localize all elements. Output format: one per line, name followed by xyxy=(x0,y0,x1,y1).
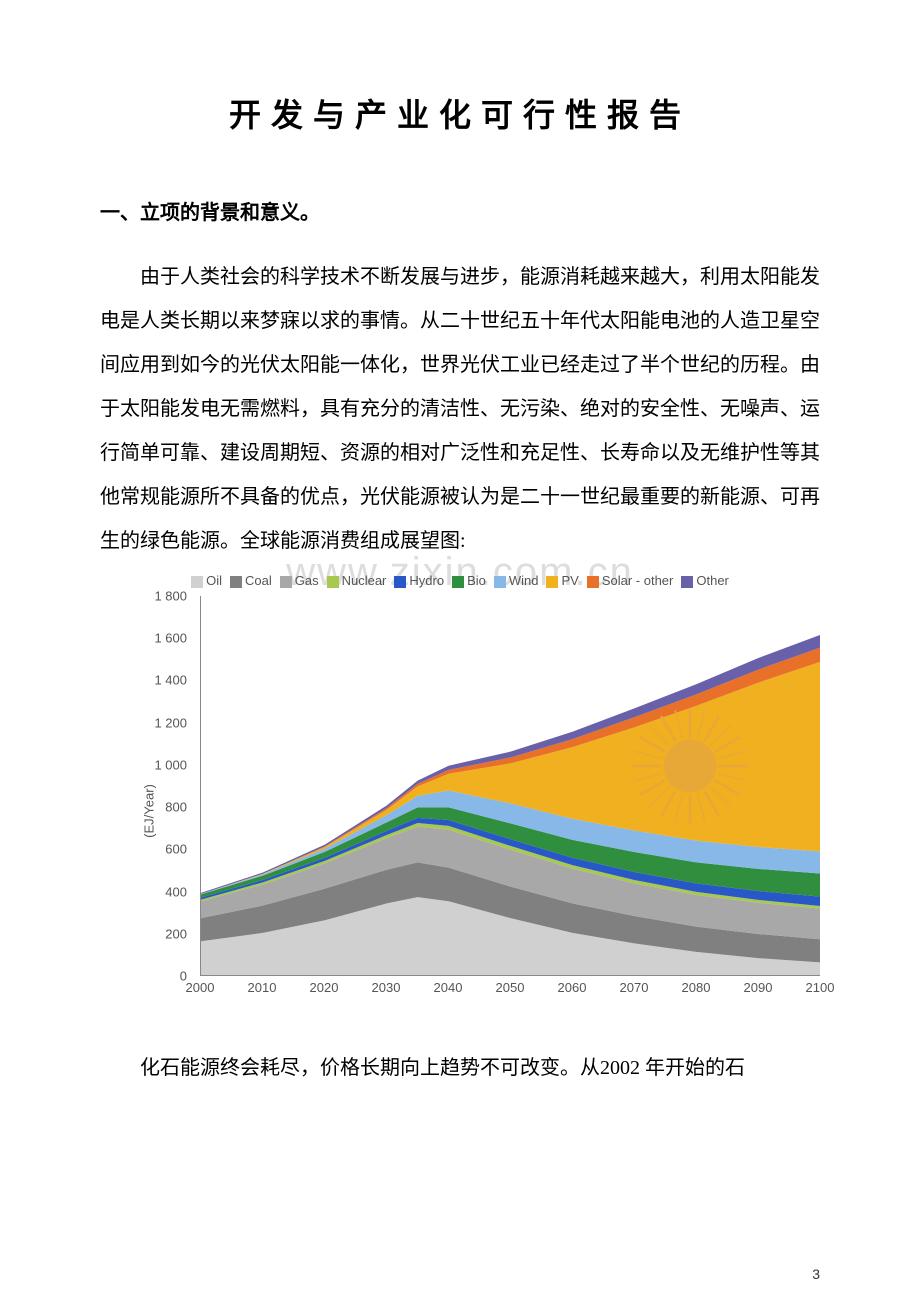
legend-item: Coal xyxy=(230,573,272,588)
x-tick-label: 2080 xyxy=(682,980,711,995)
section-heading: 一、立项的背景和意义。 xyxy=(100,196,820,225)
legend-item: Solar - other xyxy=(587,573,674,588)
x-tick-label: 2090 xyxy=(744,980,773,995)
legend-swatch xyxy=(280,576,292,588)
y-tick-label: 1 800 xyxy=(154,589,187,604)
legend-item: Bio xyxy=(452,573,486,588)
y-tick-label: 400 xyxy=(165,884,187,899)
chart-body: (EJ/Year) 02004006008001 0001 2001 4001 … xyxy=(140,596,820,1026)
legend-label: PV xyxy=(561,573,578,588)
legend-swatch xyxy=(230,576,242,588)
legend-swatch xyxy=(191,576,203,588)
legend-swatch xyxy=(546,576,558,588)
x-tick-label: 2020 xyxy=(310,980,339,995)
y-ticks: 02004006008001 0001 2001 4001 6001 800 xyxy=(150,596,195,976)
legend-label: Oil xyxy=(206,573,222,588)
x-tick-label: 2070 xyxy=(620,980,649,995)
x-tick-label: 2030 xyxy=(372,980,401,995)
legend-swatch xyxy=(494,576,506,588)
page-number: 3 xyxy=(812,1266,820,1282)
legend-swatch xyxy=(327,576,339,588)
paragraph-2: 化石能源终会耗尽，价格长期向上趋势不可改变。从2002 年开始的石 xyxy=(100,1046,820,1090)
legend-item: Other xyxy=(681,573,729,588)
x-tick-label: 2010 xyxy=(248,980,277,995)
energy-chart: Oil Coal Gas Nuclear Hydro Bio Wind PV Solar - o… xyxy=(100,573,820,1026)
x-tick-label: 2060 xyxy=(558,980,587,995)
x-tick-label: 2000 xyxy=(186,980,215,995)
legend-item: Wind xyxy=(494,573,539,588)
y-tick-label: 800 xyxy=(165,800,187,815)
x-ticks: 2000201020202030204020502060207020802090… xyxy=(200,980,820,1000)
legend-label: Other xyxy=(696,573,729,588)
legend-label: Wind xyxy=(509,573,539,588)
legend-item: Hydro xyxy=(394,573,444,588)
x-tick-label: 2050 xyxy=(496,980,525,995)
y-tick-label: 1 400 xyxy=(154,673,187,688)
legend-label: Nuclear xyxy=(342,573,387,588)
legend-label: Gas xyxy=(295,573,319,588)
legend-item: PV xyxy=(546,573,578,588)
y-tick-label: 1 600 xyxy=(154,631,187,646)
x-tick-label: 2100 xyxy=(806,980,835,995)
legend-item: Oil xyxy=(191,573,222,588)
legend-swatch xyxy=(452,576,464,588)
x-tick-label: 2040 xyxy=(434,980,463,995)
paragraph-1: 由于人类社会的科学技术不断发展与进步，能源消耗越来越大，利用太阳能发电是人类长期… xyxy=(100,255,820,563)
legend-label: Coal xyxy=(245,573,272,588)
sun-icon xyxy=(630,706,750,826)
y-tick-label: 600 xyxy=(165,842,187,857)
legend-label: Bio xyxy=(467,573,486,588)
legend-item: Nuclear xyxy=(327,573,387,588)
legend-item: Gas xyxy=(280,573,319,588)
legend-swatch xyxy=(587,576,599,588)
legend-swatch xyxy=(681,576,693,588)
y-tick-label: 1 000 xyxy=(154,757,187,772)
chart-legend: Oil Coal Gas Nuclear Hydro Bio Wind PV Solar - o… xyxy=(100,573,820,588)
legend-swatch xyxy=(394,576,406,588)
document-title: 开发与产业化可行性报告 xyxy=(100,90,820,136)
legend-label: Hydro xyxy=(409,573,444,588)
y-tick-label: 1 200 xyxy=(154,715,187,730)
legend-label: Solar - other xyxy=(602,573,674,588)
plot-area xyxy=(200,596,820,976)
y-tick-label: 200 xyxy=(165,926,187,941)
